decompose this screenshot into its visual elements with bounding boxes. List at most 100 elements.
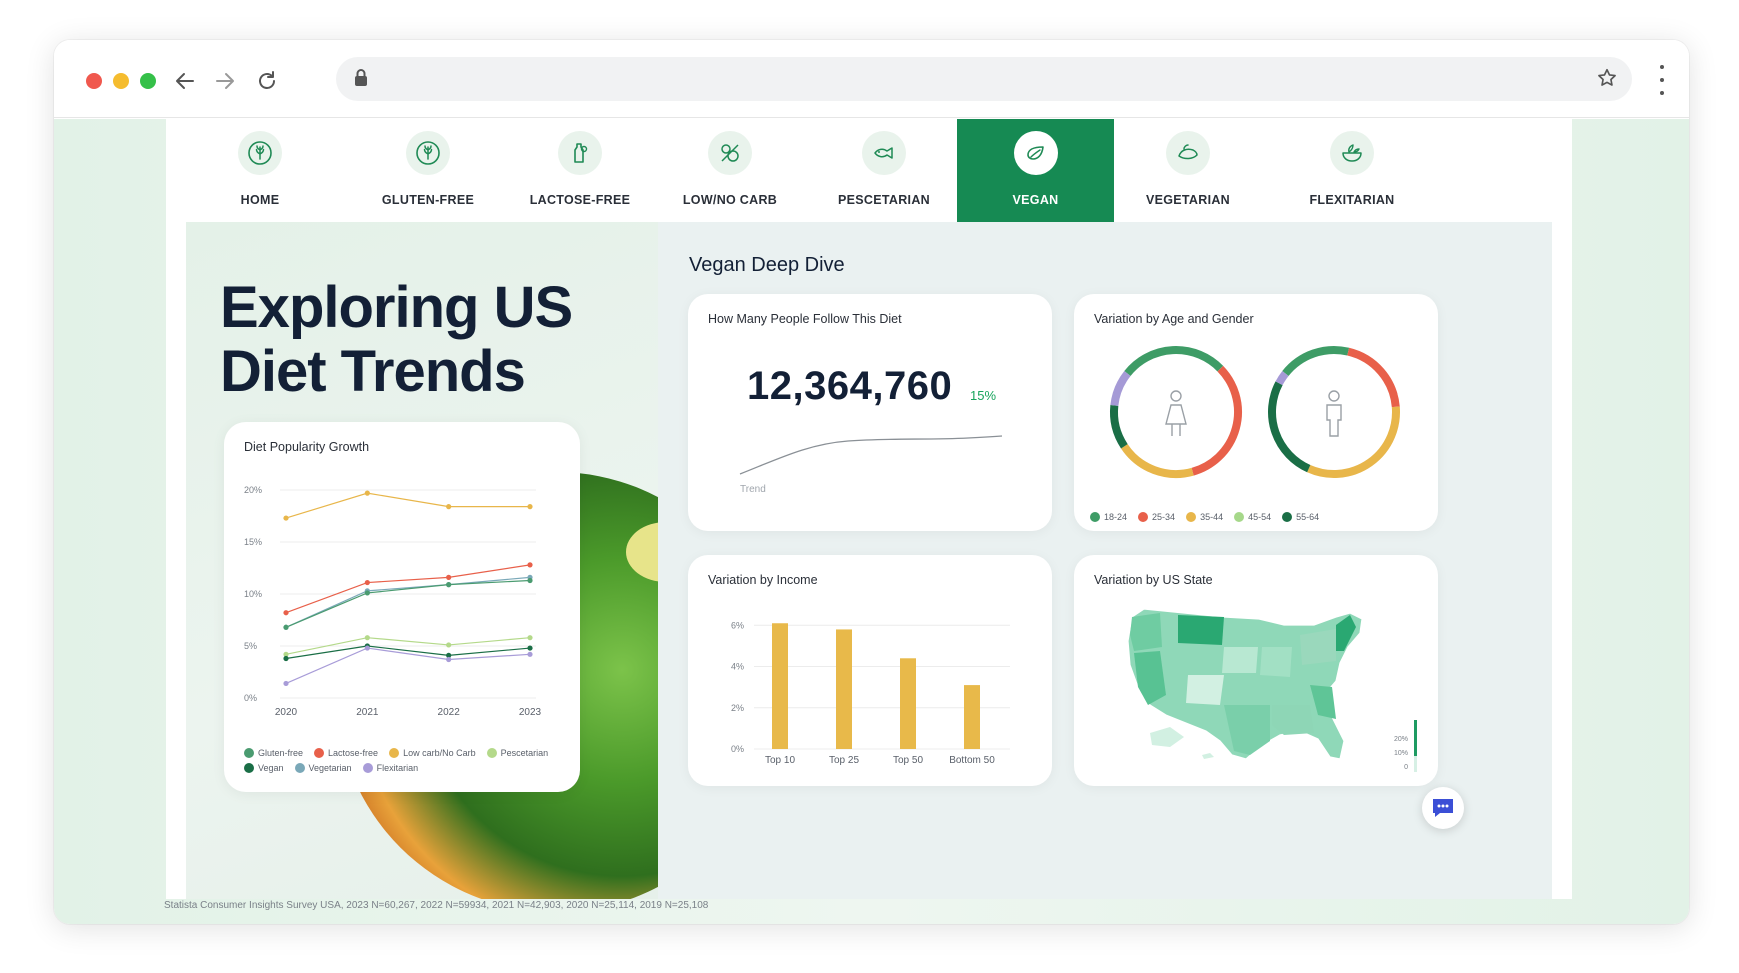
series-line <box>285 564 531 614</box>
wheat-icon <box>406 131 450 175</box>
section-title: Vegan Deep Dive <box>689 254 845 276</box>
chat-icon[interactable] <box>1422 787 1464 829</box>
leaf-icon <box>1013 131 1058 175</box>
card-title: How Many People Follow This Diet <box>708 312 902 326</box>
series-line <box>285 576 531 628</box>
age-gender-donuts <box>1110 346 1400 478</box>
legend-item: 25-34 <box>1138 512 1175 522</box>
maximize-window-button[interactable] <box>140 73 156 89</box>
legend-swatch <box>362 763 373 773</box>
tab-label: GLUTEN-FREE <box>381 193 475 207</box>
donut-slice <box>1110 405 1128 449</box>
growth-line-chart: 0% 5% 10% 15% 20% 2020 2021 2022 2023 <box>244 485 542 718</box>
trend-sparkline <box>739 435 1003 475</box>
legend-swatch <box>1186 512 1197 522</box>
y-tick-label: 4% <box>731 662 744 672</box>
tab-label: LOW/NO CARB <box>682 193 778 207</box>
vegetable-icon <box>1166 131 1210 175</box>
state-card: Variation by US State <box>1074 555 1438 786</box>
browser-toolbar <box>54 40 1689 118</box>
data-point <box>364 635 370 641</box>
y-tick-label: 20% <box>244 485 262 495</box>
data-point <box>283 515 289 521</box>
y-tick-label: 10% <box>244 589 262 599</box>
scale-label: 20% <box>1394 736 1408 743</box>
x-tick-label: Top 50 <box>893 755 923 766</box>
fish-icon <box>862 131 906 175</box>
tab-label: PESCETARIAN <box>838 193 930 207</box>
tab-home[interactable]: HOME <box>186 119 334 222</box>
tab-label: HOME <box>240 193 280 207</box>
legend-label: 45-54 <box>1248 512 1272 522</box>
legend-item: 18-24 <box>1090 512 1127 522</box>
data-point <box>364 579 370 586</box>
data-point <box>364 590 370 596</box>
tab-vegan[interactable]: VEGAN <box>957 119 1114 222</box>
growth-legend: Gluten-free Lactose-free Low carb/No Carb P… <box>244 748 574 778</box>
back-icon[interactable] <box>166 62 204 100</box>
donut-slice <box>1282 346 1350 377</box>
legend-label: 25-34 <box>1152 512 1176 522</box>
close-window-button[interactable] <box>86 73 102 89</box>
tab-low-no-carb[interactable]: LOW/NO CARB <box>654 119 806 222</box>
series-line <box>285 645 531 660</box>
y-tick-label: 0% <box>244 693 257 703</box>
age-gender-card: Variation by Age and Gender 18-24 25-34 35… <box>1074 294 1438 531</box>
legend-label: 18-24 <box>1104 512 1128 522</box>
donut-slice <box>1110 370 1131 407</box>
donut-slice <box>1347 347 1400 408</box>
tab-flexitarian[interactable]: FLEXITARIAN <box>1276 119 1428 222</box>
data-point <box>446 652 452 658</box>
hero-section: Exploring US Diet Trends Diet Popularity… <box>186 222 658 899</box>
survey-footnote: Statista Consumer Insights Survey USA, 2… <box>164 900 709 911</box>
data-point <box>364 645 370 651</box>
income-bar-chart: 0% 2% 4% 6% Top 10 Top 25 Top 50 Bottom 50 <box>731 620 1010 766</box>
salad-icon <box>1330 131 1374 175</box>
tab-vegetarian[interactable]: VEGETARIAN <box>1114 119 1262 222</box>
data-point <box>283 680 289 687</box>
female-figure-icon <box>1165 390 1187 436</box>
data-point <box>527 562 533 568</box>
legend-swatch <box>294 763 305 773</box>
x-tick-label: 2020 <box>275 707 298 718</box>
legend-item: 35-44 <box>1186 512 1223 522</box>
legend-label: 55-64 <box>1296 512 1320 522</box>
tab-label: VEGAN <box>1012 193 1059 207</box>
x-tick-label: 2022 <box>438 707 461 718</box>
data-point <box>364 490 370 496</box>
legend-item: Pescetarian <box>486 748 548 758</box>
data-point <box>446 574 452 580</box>
income-bar <box>964 685 980 749</box>
donut-slice <box>1191 365 1242 476</box>
legend-label: Lactose-free <box>328 748 379 758</box>
legend-swatch <box>1282 512 1293 522</box>
data-point <box>283 624 289 630</box>
reload-icon[interactable] <box>248 62 286 100</box>
hero-title: Exploring US Diet Trends <box>220 275 573 404</box>
legend-swatch <box>1138 512 1149 522</box>
growth-percent: 15% <box>970 388 997 403</box>
y-tick-label: 2% <box>731 703 744 713</box>
bookmark-star-icon[interactable] <box>1596 67 1618 94</box>
tab-gluten-free[interactable]: GLUTEN-FREE <box>354 119 502 222</box>
data-point <box>446 642 452 648</box>
y-tick-label: 6% <box>731 620 744 630</box>
legend-item: 45-54 <box>1234 512 1271 522</box>
no-carb-icon <box>708 131 752 175</box>
income-card: Variation by Income 0% 2% 4% 6% Top 10 Top 25… <box>688 555 1052 786</box>
y-tick-label: 15% <box>244 537 262 547</box>
tab-lactose-free[interactable]: LACTOSE-FREE <box>506 119 654 222</box>
followers-card: How Many People Follow This Diet 12,364,… <box>688 294 1052 531</box>
data-point <box>446 582 452 588</box>
browser-menu-icon[interactable] <box>1659 62 1665 98</box>
legend-item: Low carb/No Carb <box>389 748 476 758</box>
forward-icon[interactable] <box>206 62 244 100</box>
data-point <box>446 656 452 663</box>
donut-slice <box>1307 406 1400 478</box>
minimize-window-button[interactable] <box>113 73 129 89</box>
legend-swatch <box>244 748 254 758</box>
tab-label: VEGETARIAN <box>1145 193 1231 207</box>
wheat-icon <box>238 131 282 175</box>
address-bar[interactable] <box>336 57 1632 101</box>
tab-pescetarian[interactable]: PESCETARIAN <box>808 119 960 222</box>
